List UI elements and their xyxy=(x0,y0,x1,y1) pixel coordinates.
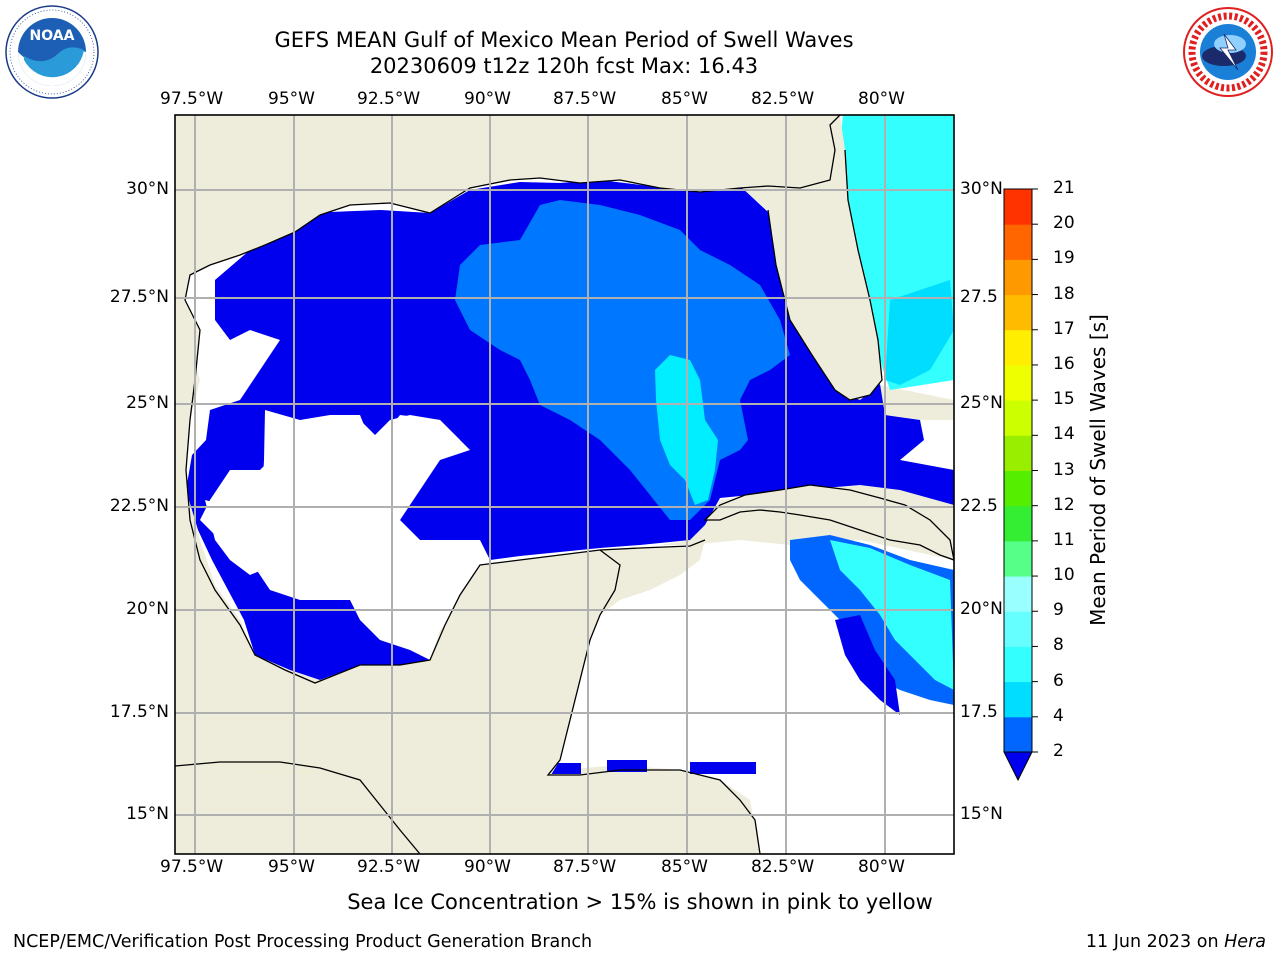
colorbar-segment xyxy=(1004,259,1032,296)
lon-label-bottom: 92.5°W xyxy=(357,857,421,877)
lon-label-bottom: 95°W xyxy=(268,857,315,877)
colorbar-tick-label: 21 xyxy=(1053,178,1075,198)
colorbar-tick-label: 12 xyxy=(1053,494,1075,515)
swell-region-caribbean-dark xyxy=(835,615,900,715)
footer-date-text: 11 Jun 2023 on xyxy=(1085,932,1219,952)
lat-label-left: 15°N xyxy=(126,804,169,824)
colorbar-segment xyxy=(1004,540,1032,577)
lon-label-top: 95°W xyxy=(268,89,315,109)
colorbar-tick-label: 19 xyxy=(1053,248,1075,269)
lat-label-left: 17.5°N xyxy=(109,702,169,722)
lat-label-left: 22.5°N xyxy=(109,496,169,516)
lat-label-right: 25°N xyxy=(960,393,1003,413)
lat-label-right: 17.5 xyxy=(960,702,998,722)
colorbar-segment xyxy=(1004,294,1032,331)
lon-label-bottom: 82.5°W xyxy=(751,857,815,877)
colorbar-segment xyxy=(1004,364,1032,401)
colorbar-tick-label: 2 xyxy=(1053,741,1064,761)
mexico-land xyxy=(175,300,315,760)
footer-machine: Hera xyxy=(1224,932,1266,952)
lon-label-top: 82.5°W xyxy=(751,89,815,109)
lat-label-right: 22.5 xyxy=(960,496,998,516)
colorbar-segment xyxy=(1004,470,1032,507)
swell-region-atlantic-deep xyxy=(885,280,954,385)
colorbar-tick-label: 15 xyxy=(1053,389,1075,410)
lon-label-bottom: 87.5°W xyxy=(553,857,617,877)
nodata-patch xyxy=(262,410,460,575)
colorbar xyxy=(1003,188,1038,782)
lat-label-left: 20°N xyxy=(126,599,169,619)
noaa-logo-text: NOAA xyxy=(30,28,75,44)
lon-label-top: 97.5°W xyxy=(160,89,224,109)
colorbar-tick-label: 11 xyxy=(1053,529,1075,550)
colorbar-segment xyxy=(1004,681,1032,718)
colorbar-tick-label: 10 xyxy=(1053,565,1075,586)
swell-strip-1 xyxy=(541,763,581,774)
footer-date: 11 Jun 2023 on Hera xyxy=(1086,932,1266,952)
colorbar-tick-label: 20 xyxy=(1053,213,1075,234)
footer-credit: NCEP/EMC/Verification Post Processing Pr… xyxy=(13,932,593,952)
swell-region-caribbean-cyan xyxy=(830,540,954,690)
colorbar-tick-label: 8 xyxy=(1053,635,1064,656)
colorbar-segment xyxy=(1004,329,1032,366)
swell-strip-3 xyxy=(690,762,756,774)
colorbar-tick-label: 17 xyxy=(1053,318,1075,339)
map-frame xyxy=(174,114,955,855)
colorbar-segment xyxy=(1004,505,1032,542)
colorbar-under-triangle xyxy=(1003,751,1033,782)
lon-label-bottom: 85°W xyxy=(661,857,708,877)
chart-title-line1: GEFS MEAN Gulf of Mexico Mean Period of … xyxy=(274,28,854,52)
noaa-logo: NOAA xyxy=(5,5,99,99)
colorbar-segment xyxy=(1004,576,1032,612)
sea-ice-note: Sea Ice Concentration > 15% is shown in … xyxy=(347,890,933,914)
us-coast-land xyxy=(175,115,840,310)
colorbar-segment xyxy=(1004,189,1032,225)
lon-label-top: 80°W xyxy=(858,89,905,109)
lon-label-top: 90°W xyxy=(464,89,511,109)
colorbar-segment xyxy=(1004,224,1032,260)
swell-strip-2 xyxy=(607,760,647,772)
lat-label-right: 15°N xyxy=(960,804,1003,824)
lon-label-top: 85°W xyxy=(661,89,708,109)
yucatan-land xyxy=(175,540,705,854)
colorbar-segment xyxy=(1004,435,1032,471)
lat-label-right: 20°N xyxy=(960,599,1003,619)
colorbar-tick-label: 14 xyxy=(1053,424,1075,445)
gridlines xyxy=(175,115,954,854)
colorbar-segment xyxy=(1004,646,1032,683)
lat-label-left: 27.5°N xyxy=(109,287,169,307)
lon-label-bottom: 90°W xyxy=(464,857,511,877)
colorbar-segment xyxy=(1004,716,1032,753)
lat-label-left: 30°N xyxy=(126,179,169,199)
nodata-patch-2 xyxy=(205,500,262,575)
lon-label-top: 92.5°W xyxy=(357,89,421,109)
chart-title-line2: 20230609 t12z 120h fcst Max: 16.43 xyxy=(369,54,759,78)
lat-label-left: 25°N xyxy=(126,393,169,413)
colorbar-tick-label: 18 xyxy=(1053,283,1075,304)
lon-label-bottom: 80°W xyxy=(858,857,905,877)
lon-label-top: 87.5°W xyxy=(553,89,617,109)
lat-label-right: 27.5 xyxy=(960,287,998,307)
florida-land xyxy=(768,115,882,400)
colorbar-tick-label: 16 xyxy=(1053,353,1075,374)
cuba-land xyxy=(703,484,954,561)
lat-label-right: 30°N xyxy=(960,179,1003,199)
colorbar-tick-label: 13 xyxy=(1053,459,1075,480)
colorbar-tick-label: 6 xyxy=(1053,670,1064,691)
colorbar-tick-label: 9 xyxy=(1053,600,1064,621)
colorbar-tick-label: 4 xyxy=(1053,705,1064,726)
lon-label-bottom: 97.5°W xyxy=(160,857,224,877)
colorbar-segment xyxy=(1004,400,1032,436)
nws-logo xyxy=(1182,6,1274,98)
central-america-land xyxy=(175,762,760,854)
colorbar-segment xyxy=(1004,611,1032,647)
coastlines xyxy=(175,115,883,854)
colorbar-label: Mean Period of Swell Waves [s] xyxy=(1086,314,1110,626)
